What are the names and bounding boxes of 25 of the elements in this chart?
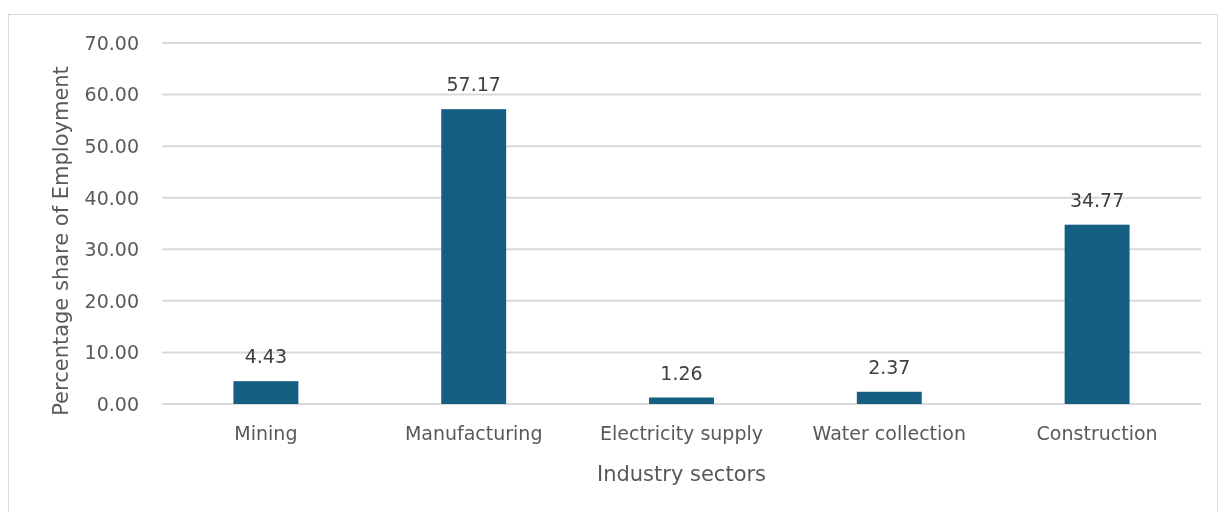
y-tick-label: 70.00 [84,31,139,54]
data-label: 2.37 [868,355,911,378]
y-tick-label: 10.00 [84,341,139,364]
y-tick-label: 0.00 [96,392,139,415]
y-tick-label: 50.00 [84,134,139,157]
data-label: 4.43 [244,345,288,368]
x-tick-label: Electricity supply [599,422,764,444]
data-label: 57.17 [446,73,501,96]
y-tick-label: 20.00 [84,289,139,312]
y-tick-label: 60.00 [84,83,139,106]
bar [649,397,714,404]
bar [856,391,922,404]
bar [233,381,299,404]
bar [1064,224,1130,404]
bar [441,109,507,404]
data-label: 1.26 [660,361,703,384]
x-tick-label: Mining [234,422,298,444]
y-tick-label: 40.00 [84,186,139,209]
x-axis-title: Industry sectors [596,462,767,486]
data-label: 34.77 [1069,188,1125,211]
x-tick-label: Water collection [812,422,966,444]
y-tick-label: 30.00 [84,238,139,261]
x-tick-label: Construction [1036,422,1158,444]
x-tick-label: Manufacturing [404,422,543,444]
y-axis-title: Percentage share of Employment [49,66,73,416]
